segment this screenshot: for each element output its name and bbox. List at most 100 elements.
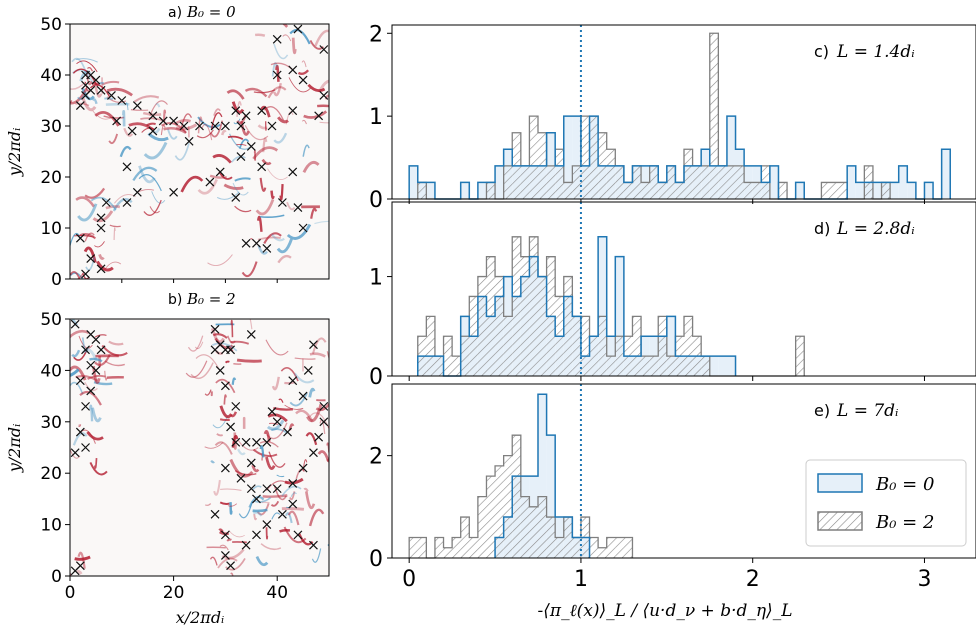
bar-b0-2 [563,517,573,558]
x-marker [246,458,256,468]
bar-b0-2 [735,165,745,199]
x-marker [272,484,282,494]
x-marker [96,223,106,233]
bar-b0-2 [572,165,581,199]
field-filament [163,126,187,134]
x-marker [226,561,236,571]
x-marker [303,365,313,375]
field-filament [104,360,126,367]
bar-b0-2 [580,116,590,199]
field-filament [190,362,214,380]
field-filament [273,43,289,60]
field-filament [295,468,305,480]
x-marker [205,177,215,187]
field-filament [70,319,78,327]
field-filament [160,124,166,136]
field-filament [209,556,218,566]
bar-b0-2 [529,236,538,376]
field-filament [326,351,329,360]
field-filament [119,145,132,158]
bar-b0-2 [684,316,693,376]
panel-c: 0 1 2 [369,22,976,213]
bar-b0-2 [426,316,435,376]
bar-b0-2 [778,182,788,199]
field-filament [71,349,81,358]
field-filament [314,220,329,225]
field-filament [266,422,288,440]
field-filament [204,389,212,396]
y-tick-label: 30 [40,413,62,433]
histogram-xlabel: -⟨π_ℓ(x)⟩_L / ⟨u·d_ν + b·d_η⟩_L [538,601,793,621]
x-marker [277,509,287,519]
field-filament [204,442,224,449]
bar-b0-0 [495,165,504,199]
field-filament [309,352,326,358]
x-marker [210,324,220,334]
bar-b0-2 [615,336,624,376]
bar-b0-2 [417,537,427,558]
x-marker [117,96,127,105]
x-marker [86,386,96,396]
bar-b0-2 [563,182,573,199]
field-filament [216,433,224,437]
x-marker [262,243,272,253]
field-filament [84,187,106,199]
bar-b0-0 [795,182,805,199]
field-filament [75,196,96,208]
field-filament [327,424,329,428]
field-filament [70,87,88,105]
field-filament [89,84,111,97]
x-marker [91,365,101,375]
field-filament [256,503,270,516]
field-filament [268,451,286,468]
bar-b0-2 [495,465,504,558]
x-marker [309,540,318,550]
field-filament [314,29,329,47]
field-filament [275,64,280,82]
field-filament [89,357,103,363]
x-marker [91,335,101,344]
x-marker [96,85,106,95]
field-filament [232,182,249,196]
bar-b0-2 [546,517,556,558]
x-tick-label: 0 [402,567,416,592]
bar-b0-2 [409,537,418,558]
x-marker [236,152,246,162]
field-filament [237,439,259,451]
field-filament [70,448,81,459]
field-filament [266,419,285,431]
y-tick-label: 30 [40,117,62,137]
x-marker [298,75,308,85]
x-marker [241,540,251,550]
bar-b0-2 [701,165,710,199]
x-marker [231,106,241,116]
field-filament [286,223,312,240]
y-tick-label: 0 [369,365,383,390]
y-tick-label: 20 [40,168,62,188]
field-filament [263,430,271,442]
x-marker [169,116,179,126]
field-filament [302,144,310,157]
bar-b0-2 [512,435,521,558]
legend-box [805,459,967,547]
x-marker [241,437,251,447]
bar-b0-2 [477,496,487,558]
panel-a-background [70,24,329,279]
outline-b0-2 [408,434,634,559]
bar-b0-2 [649,356,659,376]
field-filament [149,100,168,116]
field-filament [326,458,329,464]
field-filament [251,464,260,473]
field-filament [302,160,320,173]
field-filament [77,551,86,569]
field-filament [78,424,82,427]
axes-frame [391,383,976,559]
field-filament [201,124,213,141]
bar-b0-2 [752,182,762,199]
bar-b0-0 [872,182,882,199]
field-filament [276,474,285,478]
field-filament [70,271,81,279]
bar-b0-2 [658,182,667,199]
field-filament [301,60,307,68]
